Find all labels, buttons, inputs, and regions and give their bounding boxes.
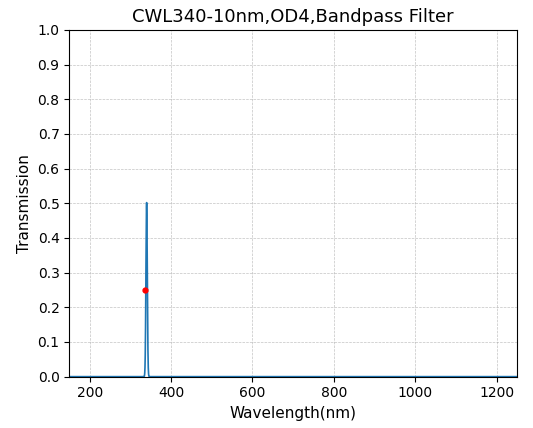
Title: CWL340-10nm,OD4,Bandpass Filter: CWL340-10nm,OD4,Bandpass Filter [132, 8, 454, 26]
X-axis label: Wavelength(nm): Wavelength(nm) [230, 406, 357, 421]
Y-axis label: Transmission: Transmission [17, 154, 32, 253]
